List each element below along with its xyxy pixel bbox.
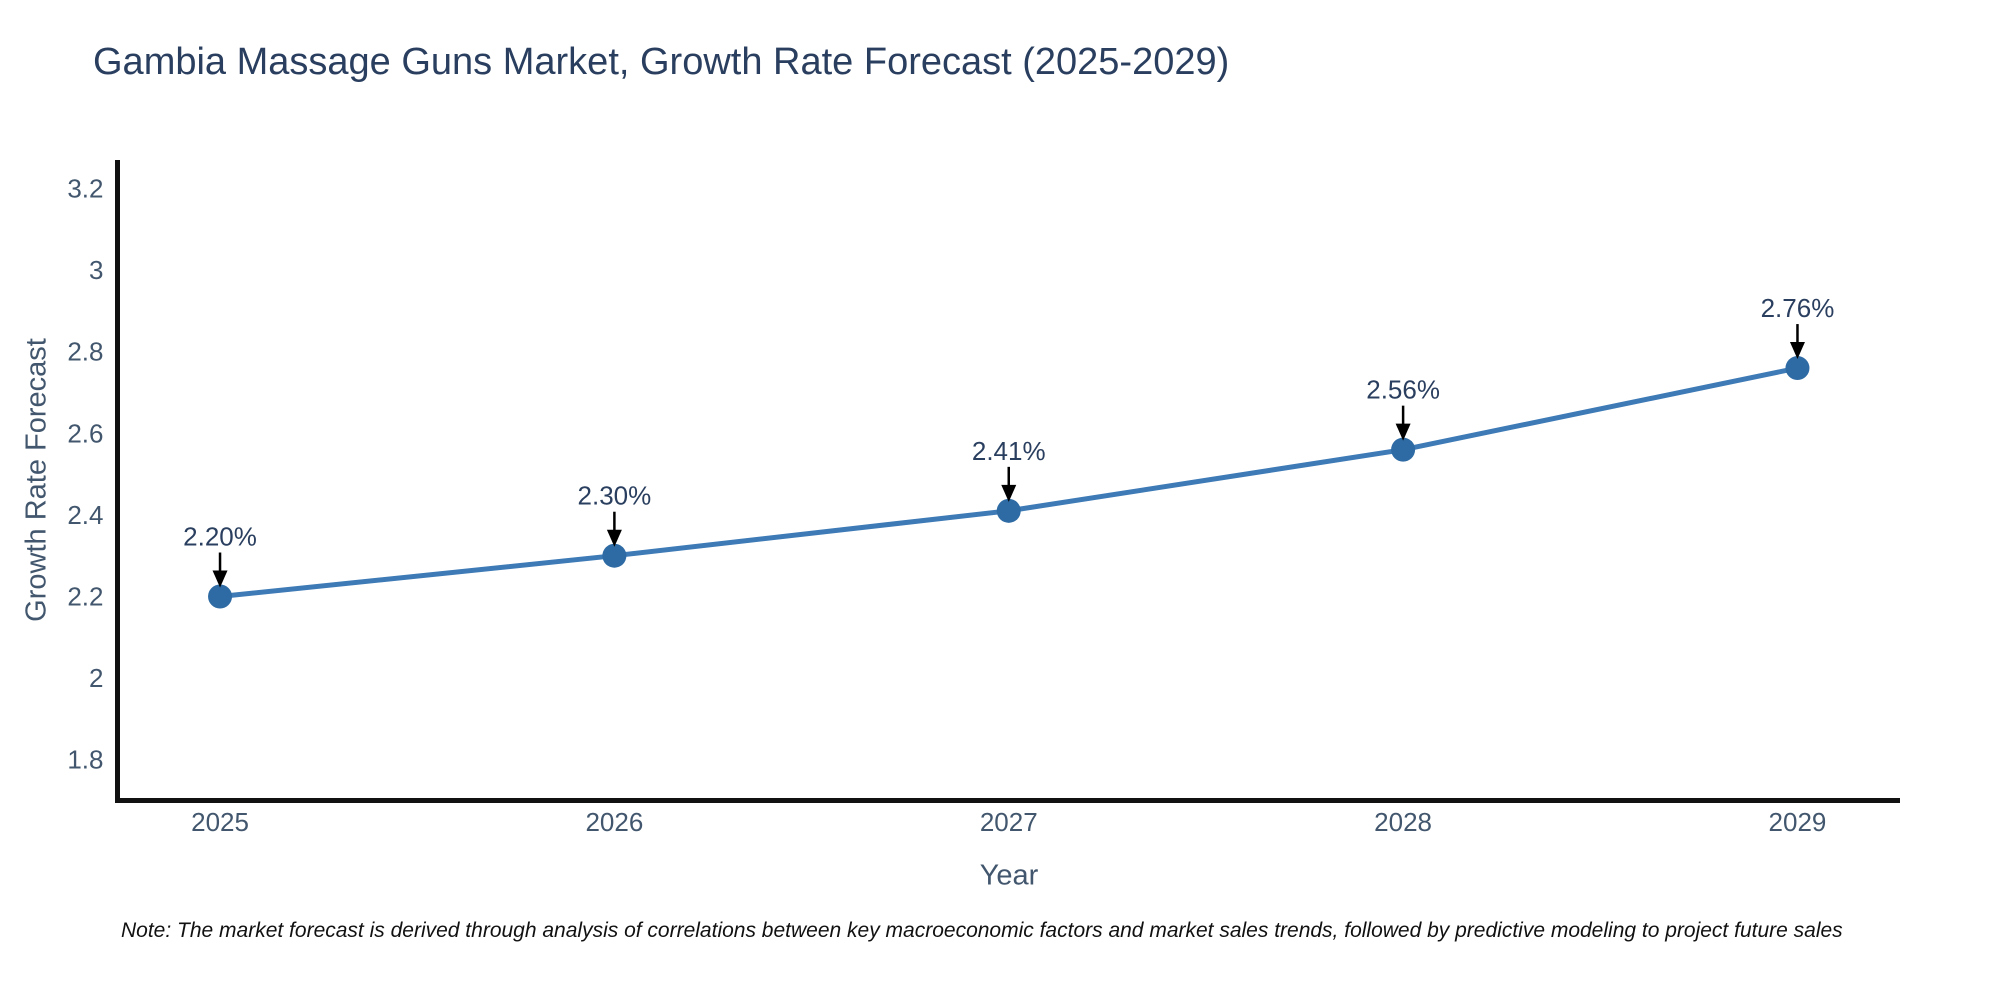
data-point [996,498,1021,523]
chart-title: Gambia Massage Guns Market, Growth Rate … [93,41,1230,83]
x-axis-title: Year [979,859,1039,892]
x-tick-label: 2027 [980,807,1038,837]
point-label: 2.20% [183,522,257,552]
data-point [1391,437,1416,462]
annotation-arrowhead [1001,484,1017,502]
point-label: 2.30% [578,481,652,511]
x-tick-label: 2026 [585,807,643,837]
x-tick-label: 2028 [1374,807,1432,837]
data-point [1785,356,1810,381]
y-tick-label: 3 [89,255,103,285]
point-label: 2.41% [972,436,1046,466]
y-tick-label: 3.2 [67,174,103,204]
annotation-arrowhead [1395,423,1411,441]
x-tick-label: 2029 [1769,807,1827,837]
annotation-arrowhead [1789,342,1805,360]
y-tick-label: 2.2 [67,582,103,612]
footnote: Note: The market forecast is derived thr… [121,919,1843,942]
point-label: 2.56% [1366,375,1440,405]
y-tick-label: 2.8 [67,337,103,367]
y-tick-label: 1.8 [67,745,103,775]
annotation-arrowhead [606,529,622,547]
data-point [208,584,233,609]
y-tick-label: 2.4 [67,500,103,530]
y-tick-label: 2.6 [67,418,103,448]
data-point [602,543,627,568]
point-label: 2.76% [1761,293,1835,323]
annotation-arrowhead [212,570,228,588]
y-tick-label: 2 [89,663,103,693]
x-tick-label: 2025 [191,807,249,837]
